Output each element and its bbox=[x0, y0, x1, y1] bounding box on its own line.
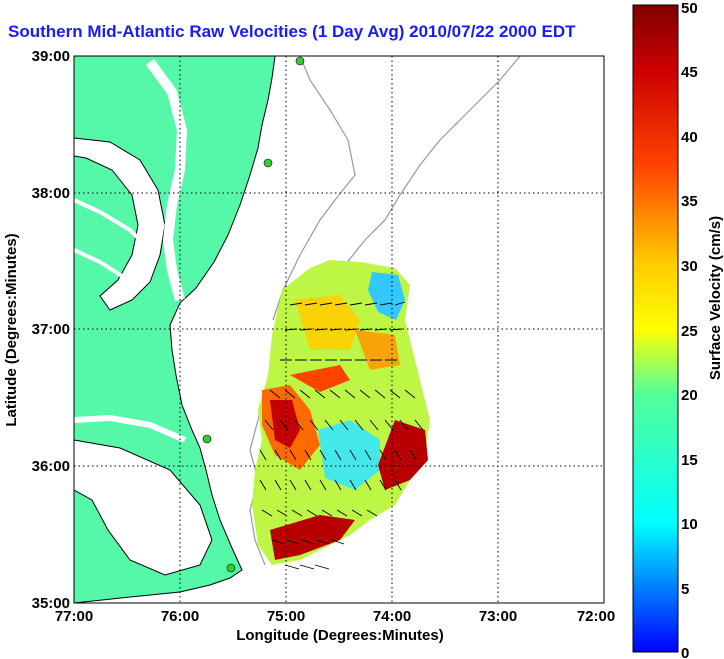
river-2 bbox=[74, 248, 130, 282]
station-marker bbox=[226, 563, 236, 573]
velocity-region-high-d bbox=[378, 420, 428, 490]
arrow-row-1 bbox=[289, 301, 406, 306]
colorbar-tick-label: 10 bbox=[681, 516, 698, 533]
colorbar-tick-label: 0 bbox=[681, 645, 689, 659]
x-tick-label: 75:00 bbox=[267, 608, 305, 625]
x-axis-label: Longitude (Degrees:Minutes) bbox=[236, 627, 444, 644]
plot-frame bbox=[73, 55, 605, 604]
x-tick-label: 76:00 bbox=[161, 608, 199, 625]
y-tick-label: 39:00 bbox=[32, 48, 70, 65]
y-tick-label: 37:00 bbox=[32, 321, 70, 338]
colorbar-ticks: 0 5 10 15 20 25 30 35 40 45 50 bbox=[681, 0, 698, 659]
arrow-row-10 bbox=[284, 564, 330, 570]
velocity-arrows bbox=[259, 301, 424, 570]
chesapeake-bay bbox=[74, 137, 166, 311]
velocity-field bbox=[252, 260, 430, 570]
x-tick-label: 73:00 bbox=[479, 608, 517, 625]
x-tick-label: 72:00 bbox=[577, 608, 615, 625]
map-title: Southern Mid-Atlantic Raw Velocities (1 … bbox=[8, 22, 576, 41]
velocity-region-high-e bbox=[270, 515, 355, 560]
arrow-row-9 bbox=[271, 539, 345, 545]
colorbar-tick-label: 40 bbox=[681, 129, 698, 146]
y-tick-label: 38:00 bbox=[32, 185, 70, 202]
colorbar-tick-label: 15 bbox=[681, 452, 698, 469]
arrow-row-7 bbox=[259, 479, 402, 491]
colorbar-tick-label: 30 bbox=[681, 258, 698, 275]
velocity-region-low bbox=[368, 272, 405, 320]
station-marker bbox=[295, 56, 305, 66]
colorbar-tick-label: 35 bbox=[681, 193, 698, 210]
albemarle-sound bbox=[74, 414, 187, 443]
velocity-region-warm bbox=[295, 295, 360, 350]
x-tick-label: 74:00 bbox=[373, 608, 411, 625]
bathymetry-contour-outer bbox=[329, 56, 521, 291]
colorbar-tick-label: 50 bbox=[681, 0, 698, 17]
y-tick-label: 35:00 bbox=[32, 595, 70, 612]
arrow-row-5 bbox=[264, 419, 424, 431]
velocity-region-mid bbox=[318, 420, 380, 490]
arrow-row-4 bbox=[269, 389, 416, 399]
colorbar-label: Surface Velocity (cm/s) bbox=[707, 216, 724, 380]
station-marker bbox=[202, 434, 212, 444]
pamlico-sound bbox=[74, 439, 213, 576]
y-tick-label: 36:00 bbox=[32, 458, 70, 475]
y-axis-label: Latitude (Degrees:Minutes) bbox=[3, 233, 20, 426]
station-marker bbox=[263, 158, 273, 168]
colorbar-tick-label: 20 bbox=[681, 387, 698, 404]
bay-channel bbox=[145, 59, 188, 302]
map-grid bbox=[74, 56, 604, 603]
colorbar-tick-label: 45 bbox=[681, 64, 698, 81]
colorbar-tick-label: 5 bbox=[681, 581, 689, 598]
velocity-region-high-c bbox=[290, 365, 350, 392]
velocity-region-high-b bbox=[270, 400, 300, 448]
arrow-row-8 bbox=[261, 509, 378, 517]
arrow-row-6 bbox=[259, 449, 417, 461]
colorbar-tick-label: 25 bbox=[681, 323, 698, 340]
river-1 bbox=[74, 198, 152, 252]
bathymetry-contour-inner bbox=[272, 56, 356, 321]
x-tick-label: 77:00 bbox=[55, 608, 93, 625]
colorbar bbox=[632, 4, 679, 653]
